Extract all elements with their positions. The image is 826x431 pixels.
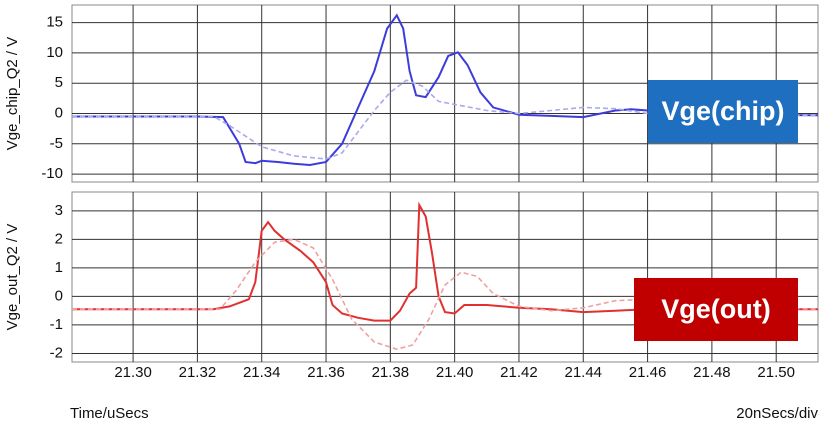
y-tick-label: -5 [50,135,63,152]
x-tick-label: 21.38 [372,364,410,381]
x-tick-label: 21.40 [436,364,474,381]
x-tick-label: 21.42 [500,364,538,381]
x-tick-label: 21.32 [179,364,217,381]
series-line [72,238,819,351]
scale-label: 20nSecs/div [736,405,818,422]
y-tick-label: -1 [50,316,63,333]
y-tick-label: 0 [55,104,63,121]
y-axis-label: Vge_chip_Q2 / V [4,37,21,150]
annotation-text: Vge(chip) [661,96,784,126]
x-tick-label: 21.44 [564,364,602,381]
y-tick-label: -2 [50,344,63,361]
annotation-text: Vge(out) [661,294,770,324]
y-tick-label: 1 [55,259,63,276]
y-tick-label: 15 [46,14,63,31]
y-axis-label: Vge_out_Q2 / V [4,224,21,331]
y-tick-label: 2 [55,230,63,247]
x-tick-label: 21.36 [307,364,345,381]
y-tick-label: -10 [41,165,63,182]
x-tick-label: 21.46 [629,364,667,381]
y-tick-label: 10 [46,44,63,61]
series-line [72,79,818,160]
y-tick-label: 5 [55,74,63,91]
annotation-box [648,80,798,143]
x-tick-label: 21.48 [693,364,731,381]
annotation-box [634,278,798,341]
y-tick-label: 0 [55,287,63,304]
x-tick-label: 21.34 [243,364,281,381]
x-axis-label: Time/uSecs [70,405,149,422]
x-tick-label: 21.50 [757,364,795,381]
x-tick-label: 21.30 [114,364,152,381]
series-line [72,201,818,322]
series-line [72,13,819,167]
y-tick-label: 3 [55,202,63,219]
